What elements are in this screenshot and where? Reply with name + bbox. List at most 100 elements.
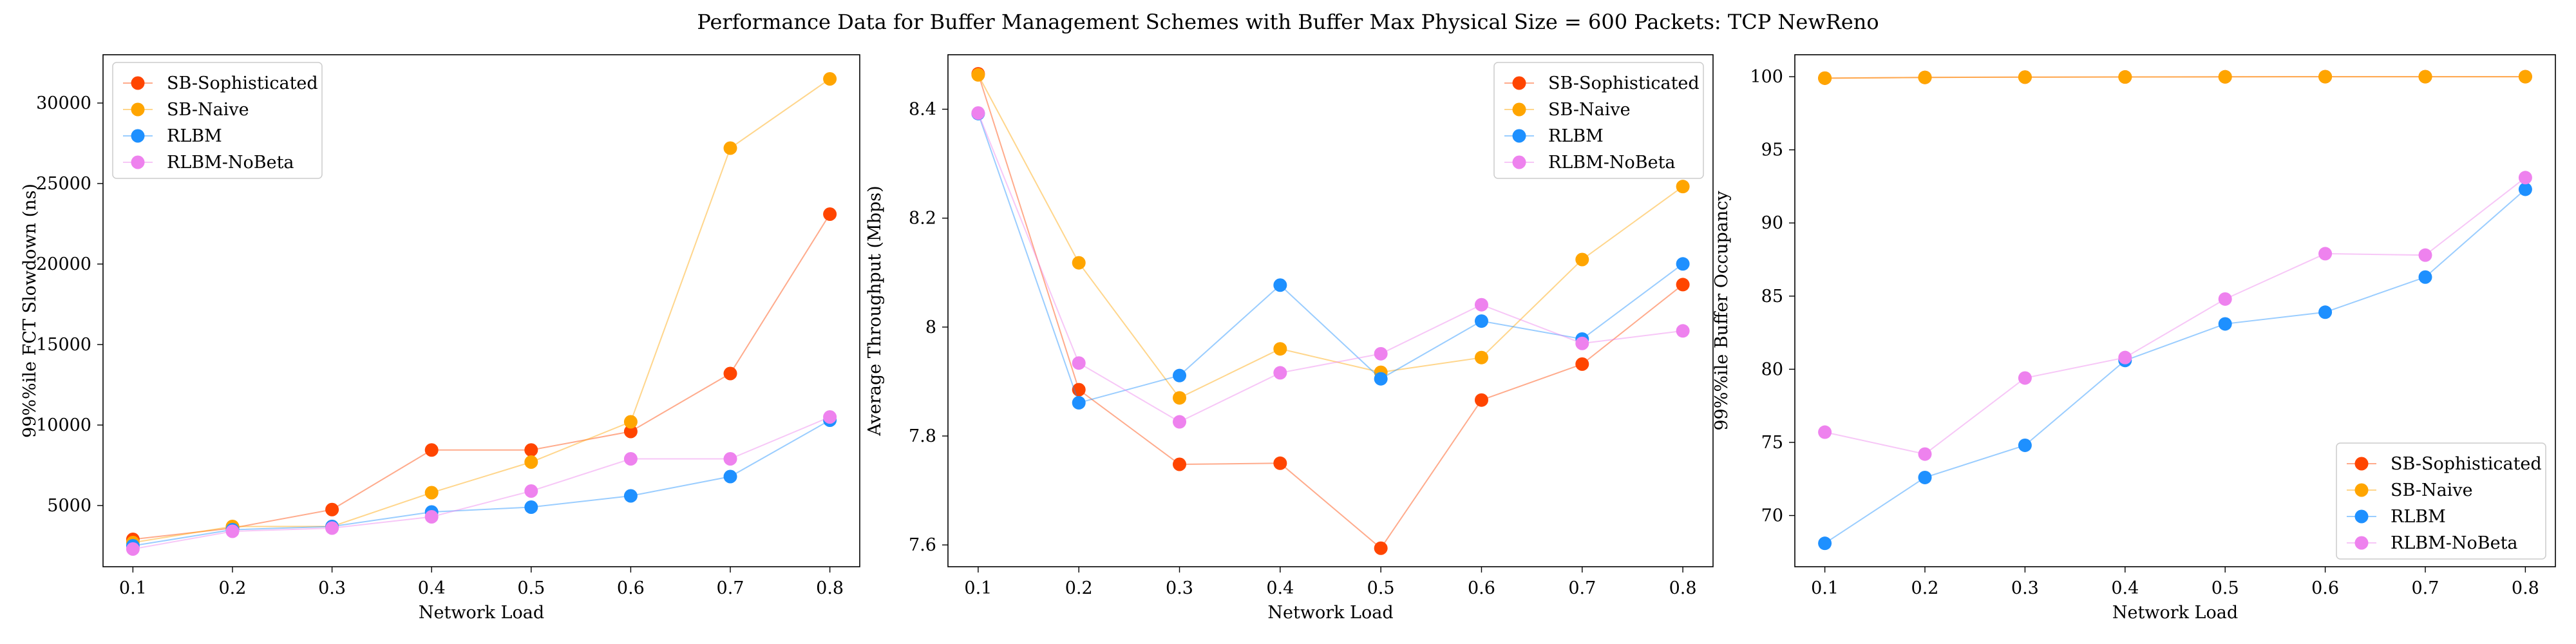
x-tick-label: 0.1 xyxy=(1811,578,1839,598)
figure-title: Performance Data for Buffer Management S… xyxy=(697,10,1879,34)
legend-marker xyxy=(2354,536,2369,550)
series-line-sb-sophisticated xyxy=(133,213,831,540)
data-point-rlbm xyxy=(1374,372,1388,386)
legend-marker xyxy=(131,155,145,169)
x-tick-label: 0.5 xyxy=(2211,578,2239,598)
data-point-sb-naive xyxy=(723,141,737,155)
data-point-rlbm xyxy=(524,500,538,514)
y-axis-label: Average Throughput (Mbps) xyxy=(865,185,885,436)
x-tick-label: 0.4 xyxy=(1266,578,1294,598)
y-tick-label: 30000 xyxy=(36,93,91,113)
series-line-rlbm-nobeta xyxy=(977,113,1683,423)
data-point-rlbm xyxy=(2418,270,2432,284)
data-point-sb-naive xyxy=(2118,70,2132,84)
x-tick-label: 0.3 xyxy=(318,578,346,598)
data-point-sb-naive xyxy=(1575,252,1589,267)
x-tick-label: 0.1 xyxy=(119,578,147,598)
legend-box xyxy=(1493,62,1704,179)
axes-frame xyxy=(1794,54,2556,567)
data-point-sb-naive xyxy=(2318,70,2333,84)
y-tick-label: 25000 xyxy=(36,174,91,194)
legend-label: SB-Sophisticated xyxy=(2391,454,2542,474)
y-tick-label: 95 xyxy=(1761,140,1783,160)
y-tick-label: 7.8 xyxy=(909,426,936,446)
legend-label: RLBM-NoBeta xyxy=(2391,533,2518,553)
data-point-rlbm-nobeta xyxy=(325,521,339,535)
x-tick-label: 0.5 xyxy=(1367,578,1395,598)
x-tick-label: 0.8 xyxy=(816,578,844,598)
data-point-rlbm xyxy=(723,469,737,484)
data-point-sb-sophisticated xyxy=(1474,393,1488,407)
legend-marker xyxy=(2354,457,2369,471)
data-point-sb-naive xyxy=(2518,70,2532,84)
legend-marker xyxy=(1512,76,1526,90)
legend-marker xyxy=(1512,102,1526,117)
data-point-sb-sophisticated xyxy=(723,366,737,381)
data-point-rlbm-nobeta xyxy=(225,524,240,538)
data-point-sb-sophisticated xyxy=(1575,357,1589,371)
data-point-sb-naive xyxy=(1676,180,1690,194)
legend-label: SB-Sophisticated xyxy=(167,73,318,93)
data-point-sb-sophisticated xyxy=(1273,456,1287,470)
axes-frame xyxy=(102,54,860,567)
y-tick-label: 20000 xyxy=(36,254,91,274)
data-point-sb-naive xyxy=(1273,342,1287,356)
x-axis-label: Network Load xyxy=(419,603,544,623)
series-line-rlbm-nobeta xyxy=(1824,177,2526,455)
axes-frame xyxy=(947,54,1714,567)
data-point-sb-naive xyxy=(2218,70,2232,84)
legend-marker xyxy=(131,129,145,143)
y-tick-label: 8 xyxy=(925,317,936,337)
y-tick-label: 90 xyxy=(1761,213,1783,233)
legend-label: RLBM xyxy=(167,126,222,146)
data-point-rlbm xyxy=(1676,257,1690,271)
x-tick-label: 0.8 xyxy=(1669,578,1697,598)
y-tick-label: 80 xyxy=(1761,359,1783,379)
legend-marker xyxy=(1512,129,1526,143)
legend-marker xyxy=(2354,483,2369,497)
data-point-rlbm xyxy=(1474,314,1488,328)
legend-box xyxy=(2336,442,2546,560)
data-point-rlbm-nobeta xyxy=(1918,447,1932,461)
data-point-sb-naive xyxy=(1818,71,1832,85)
data-point-rlbm xyxy=(2318,305,2333,319)
data-point-sb-naive xyxy=(971,68,985,82)
y-tick-label: 8.2 xyxy=(909,209,936,229)
legend: SB-Sophisticated SB-Naive RLBM RLBM-NoBeta xyxy=(2336,442,2546,560)
x-tick-label: 0.5 xyxy=(517,578,545,598)
legend-label: SB-Naive xyxy=(167,100,249,120)
series-line-sb-naive xyxy=(978,74,1683,399)
legend-label: RLBM-NoBeta xyxy=(167,153,294,173)
legend-label: SB-Sophisticated xyxy=(1548,73,1700,93)
data-point-rlbm-nobeta xyxy=(1818,425,1832,439)
series-line-sb-naive xyxy=(1824,76,2526,79)
y-tick-label: 15000 xyxy=(36,335,91,355)
y-tick-label: 100 xyxy=(1750,67,1783,87)
x-tick-label: 0.6 xyxy=(1468,578,1495,598)
legend: SB-Sophisticated SB-Naive RLBM RLBM-NoBeta xyxy=(1493,62,1704,179)
x-tick-label: 0.2 xyxy=(1065,578,1093,598)
data-point-sb-naive xyxy=(2418,70,2432,84)
x-tick-label: 0.6 xyxy=(2311,578,2339,598)
data-point-sb-naive xyxy=(1474,350,1488,365)
legend: SB-Sophisticated SB-Naive RLBM RLBM-NoBeta xyxy=(112,62,323,179)
series-line-rlbm xyxy=(977,113,1683,404)
y-tick-label: 10000 xyxy=(36,415,91,435)
data-point-rlbm-nobeta xyxy=(1273,366,1287,380)
data-point-sb-sophisticated xyxy=(623,424,638,439)
data-point-sb-sophisticated xyxy=(524,443,538,457)
legend-label: RLBM xyxy=(2391,507,2446,527)
chart-panel-3: 0.1 0.2 0.3 0.4 0.5 0.6 0.7 0.8 70 75 80 85 90 95 100 N… xyxy=(1712,54,2556,623)
data-point-rlbm xyxy=(623,489,638,503)
legend-label: RLBM xyxy=(1548,126,1604,146)
x-axis-label: Network Load xyxy=(1267,603,1393,623)
x-tick-label: 0.2 xyxy=(1911,578,1939,598)
data-point-sb-naive xyxy=(823,72,837,86)
data-point-rlbm-nobeta xyxy=(2018,371,2032,385)
legend-box xyxy=(112,62,323,179)
legend-marker xyxy=(131,102,145,117)
y-axis-label: 99%%ile FCT Slowdown (ns) xyxy=(20,184,40,438)
legend-label: RLBM-NoBeta xyxy=(1548,153,1676,173)
data-point-rlbm-nobeta xyxy=(1374,346,1388,361)
legend-label: SB-Naive xyxy=(2391,480,2473,500)
